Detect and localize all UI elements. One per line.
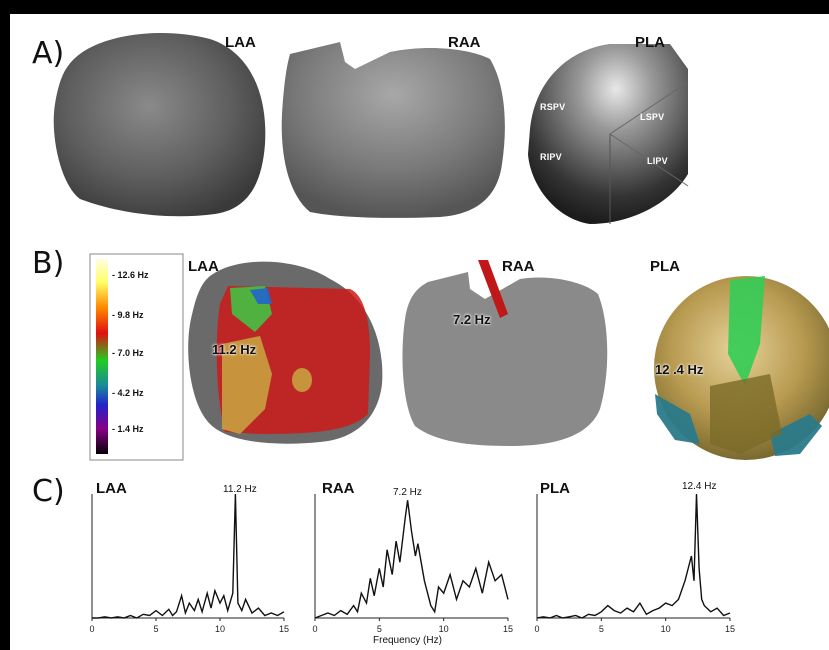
pla-dark-region xyxy=(710,374,782,454)
panel-b-laa-label: LAA xyxy=(188,258,219,275)
spectrum-axes xyxy=(91,494,284,619)
x-tick-label: 10 xyxy=(215,624,225,634)
x-tick-label: 0 xyxy=(89,624,94,634)
laa-blue-region xyxy=(250,288,272,304)
panel-c-xlabel: Frequency (Hz) xyxy=(373,635,442,646)
panel-c-laa-label: LAA xyxy=(96,480,127,497)
legend-tick: - 1.4 Hz xyxy=(112,424,144,434)
pla-peak-label: 12.4 Hz xyxy=(682,481,717,492)
figure-canvas: A) B) C) xyxy=(10,14,829,650)
legend-color-bar xyxy=(96,259,108,454)
legend-tick: - 12.6 Hz xyxy=(112,270,149,280)
pla-dominant-frequency: 12 .4 Hz xyxy=(655,362,704,377)
pla-green-region xyxy=(728,276,765,386)
legend-tick: - 9.8 Hz xyxy=(112,310,144,320)
vein-label-lipv: LIPV xyxy=(647,156,668,166)
panel-a-letter: A) xyxy=(32,36,65,71)
pla-blue-region-left xyxy=(655,394,700,444)
pla-vein-divider xyxy=(609,133,689,187)
spectrum-axes xyxy=(314,494,508,619)
laa-yellow-spot xyxy=(292,368,312,392)
legend-box xyxy=(89,253,184,461)
panel-b-letter: B) xyxy=(32,246,65,281)
x-tick-label: 15 xyxy=(279,624,289,634)
vein-label-lspv: LSPV xyxy=(640,112,665,122)
x-tick-label: 10 xyxy=(439,624,449,634)
spectrum-line-laa xyxy=(92,493,285,619)
vein-label-ripv: RIPV xyxy=(540,152,562,162)
spectrum-line-pla xyxy=(536,493,731,619)
laa-dominant-frequency: 11.2 Hz xyxy=(212,342,257,357)
x-tick-label: 5 xyxy=(153,624,158,634)
panel-a-laa-label: LAA xyxy=(225,34,256,51)
x-tick-label: 15 xyxy=(725,624,735,634)
panel-c-letter: C) xyxy=(32,474,65,509)
legend-tick: - 7.0 Hz xyxy=(112,348,144,358)
panel-b-raa-label: RAA xyxy=(502,258,535,275)
raa-tissue-b xyxy=(402,272,608,446)
legend-tick: - 4.2 Hz xyxy=(112,388,144,398)
x-tick-label: 5 xyxy=(599,624,604,634)
tissue-images xyxy=(53,33,829,461)
panel-b-pla-label: PLA xyxy=(650,258,680,275)
x-tick-label: 10 xyxy=(661,624,671,634)
panel-c-raa-label: RAA xyxy=(322,480,355,497)
raa-dominant-frequency: 7.2 Hz xyxy=(453,312,491,327)
pla-disc-a xyxy=(528,44,688,224)
raa-red-strip xyxy=(478,260,508,318)
panel-a-pla-label: PLA xyxy=(635,34,665,51)
x-tick-label: 0 xyxy=(312,624,317,634)
laa-tissue-a xyxy=(53,33,266,217)
laa-yellow-region xyxy=(222,336,272,434)
panel-a-raa-label: RAA xyxy=(448,34,481,51)
spectra-charts: 0 5 10 15 0 5 10 15 0 5 10 15 xyxy=(89,493,735,634)
raa-tissue-a xyxy=(281,42,505,218)
pla-vein-divider xyxy=(609,81,689,135)
raa-peak-label: 7.2 Hz xyxy=(393,487,422,498)
spectrum-line-raa xyxy=(314,500,509,619)
x-tick-label: 5 xyxy=(377,624,382,634)
pla-blue-region-bottom xyxy=(770,414,822,456)
x-tick-label: 0 xyxy=(534,624,539,634)
laa-peak-label: 11.2 Hz xyxy=(223,484,257,495)
panel-c-pla-label: PLA xyxy=(540,480,570,497)
vein-label-rspv: RSPV xyxy=(540,102,566,112)
x-tick-label: 15 xyxy=(503,624,513,634)
